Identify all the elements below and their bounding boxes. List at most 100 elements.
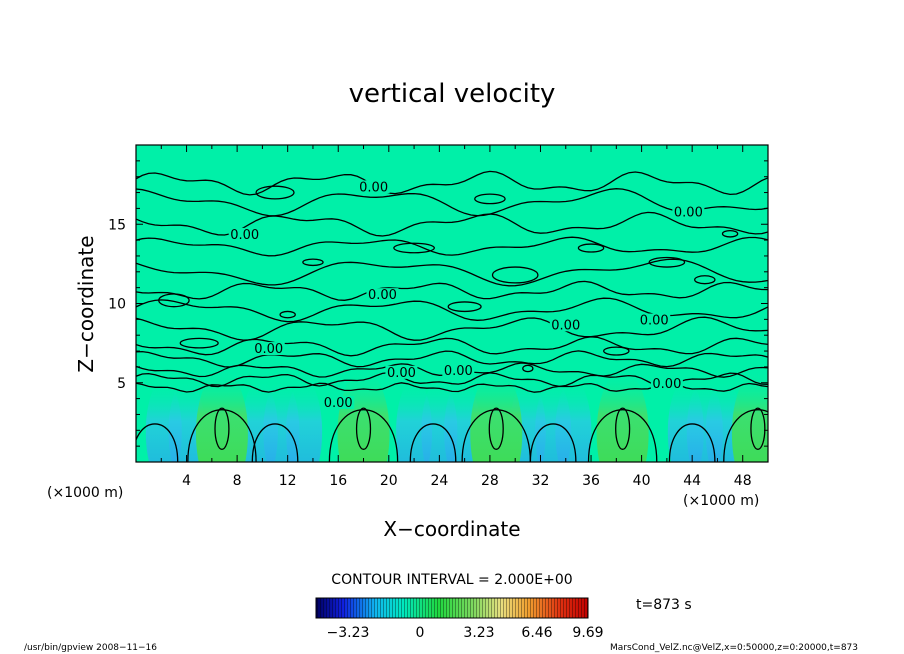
contour-line xyxy=(587,409,658,462)
contour-label-bg xyxy=(442,364,475,378)
contour-line xyxy=(615,407,631,450)
colorbar-tick-label: 9.69 xyxy=(572,625,603,641)
contour-line xyxy=(251,423,299,462)
chart-title: vertical velocity xyxy=(349,79,556,109)
contour-label-bg xyxy=(672,205,705,219)
contour-line xyxy=(136,188,768,217)
contour-line xyxy=(723,409,768,462)
footer-left: /usr/bin/gpview 2008−11−16 xyxy=(24,643,157,653)
y-tick-label: 15 xyxy=(108,217,126,233)
contour-line xyxy=(214,407,230,450)
contour-line xyxy=(136,170,768,196)
x-unit-left: (×1000 m) xyxy=(47,485,123,501)
contour-line xyxy=(136,316,768,341)
contour-label-bg xyxy=(549,318,582,332)
time-label: t=873 s xyxy=(636,597,692,613)
x-tick-label: 40 xyxy=(633,473,651,489)
contour-line xyxy=(355,407,372,450)
contour-line xyxy=(158,293,190,308)
contour-label: 0.00 xyxy=(368,288,397,303)
footer-right: MarsCond_VelZ.nc@VelZ,x=0:50000,z=0:2000… xyxy=(610,643,858,653)
contour-label: 0.00 xyxy=(324,396,353,411)
x-axis-title: X−coordinate xyxy=(383,517,520,541)
contour-line xyxy=(529,423,577,462)
downdraft-cell xyxy=(168,379,205,462)
contour-interval-label: CONTOUR INTERVAL = 2.000E+00 xyxy=(331,572,572,588)
contour-line xyxy=(491,266,539,284)
contour-label-bg xyxy=(385,365,418,379)
colorbar: −3.23 0 3.23 6.46 9.69 xyxy=(315,597,604,641)
updraft-cell xyxy=(337,370,390,462)
contour-label-bg xyxy=(638,313,671,327)
contour-line xyxy=(279,310,296,319)
x-unit-right: (×1000 m) xyxy=(683,493,759,509)
x-tick-label: 12 xyxy=(279,473,297,489)
x-tick-label: 4 xyxy=(182,473,191,489)
contour-label: 0.00 xyxy=(652,377,681,392)
contour-label-bg xyxy=(366,288,399,302)
contour-line xyxy=(603,346,630,356)
updraft-cell xyxy=(195,370,248,462)
contour-label-bg xyxy=(228,227,261,241)
downdraft-cell xyxy=(286,379,323,462)
contour-label: 0.00 xyxy=(387,366,416,381)
colorbar-tick-label: 6.46 xyxy=(521,625,552,641)
contour-label-bg xyxy=(650,376,683,390)
updraft-cell xyxy=(731,370,768,462)
y-tick-label: 10 xyxy=(108,297,126,313)
contour-line xyxy=(393,242,435,254)
updraft-cell xyxy=(596,370,649,462)
updraft-cell xyxy=(470,370,523,462)
x-tick-label: 48 xyxy=(734,473,752,489)
colorbar-tick-label: 3.23 xyxy=(463,625,494,641)
contour-line xyxy=(179,337,219,349)
x-tick-label: 32 xyxy=(532,473,550,489)
contour-line xyxy=(328,409,399,462)
colorbar-tick-label: 0 xyxy=(416,625,425,641)
y-tick-label: 5 xyxy=(117,376,126,392)
contour-label: 0.00 xyxy=(674,206,703,221)
contour-line xyxy=(461,409,532,462)
contour-line xyxy=(187,409,257,462)
contour-line xyxy=(136,350,768,368)
x-tick-label: 20 xyxy=(380,473,398,489)
x-tick-label: 44 xyxy=(683,473,701,489)
contour-line xyxy=(302,258,324,267)
plot-area: 0.00 0.00 0.00 0.00 0.00 0.00 0.00 0.00 0.00 0.00… xyxy=(136,145,768,462)
x-tick-label: 24 xyxy=(430,473,448,489)
x-tick-label: 16 xyxy=(329,473,347,489)
y-axis-title: Z−coordinate xyxy=(74,235,98,372)
contour-line xyxy=(721,229,739,238)
contour-label: 0.00 xyxy=(230,228,259,243)
contour-line xyxy=(136,336,768,357)
x-tick-label: 36 xyxy=(582,473,600,489)
contour-line xyxy=(694,275,716,285)
contour-line xyxy=(522,364,534,373)
contour-line xyxy=(409,423,457,462)
contour-label: 0.00 xyxy=(444,364,473,379)
contour-line xyxy=(136,258,768,287)
contour-line xyxy=(136,236,768,257)
contour-line xyxy=(136,280,768,301)
contour-label-bg xyxy=(357,180,390,194)
contour-line xyxy=(577,243,605,253)
contour-label: 0.00 xyxy=(359,180,388,195)
contour-line xyxy=(136,423,179,462)
contour-line xyxy=(668,423,716,462)
contour-label-bg xyxy=(252,342,285,356)
colorbar-tick-label: −3.23 xyxy=(327,625,370,641)
contour-line xyxy=(255,185,295,200)
contour-line xyxy=(488,407,504,450)
contour-line xyxy=(474,193,506,205)
contour-label-bg xyxy=(322,395,355,409)
x-tick-label: 28 xyxy=(481,473,499,489)
contour-line xyxy=(648,256,686,268)
contour-line xyxy=(447,301,482,313)
contour-label: 0.00 xyxy=(254,342,283,357)
contour-line xyxy=(750,407,766,450)
contour-label: 0.00 xyxy=(551,318,580,333)
contour-label: 0.00 xyxy=(640,314,669,329)
x-tick-label: 8 xyxy=(233,473,242,489)
downdraft-cell xyxy=(555,379,592,462)
